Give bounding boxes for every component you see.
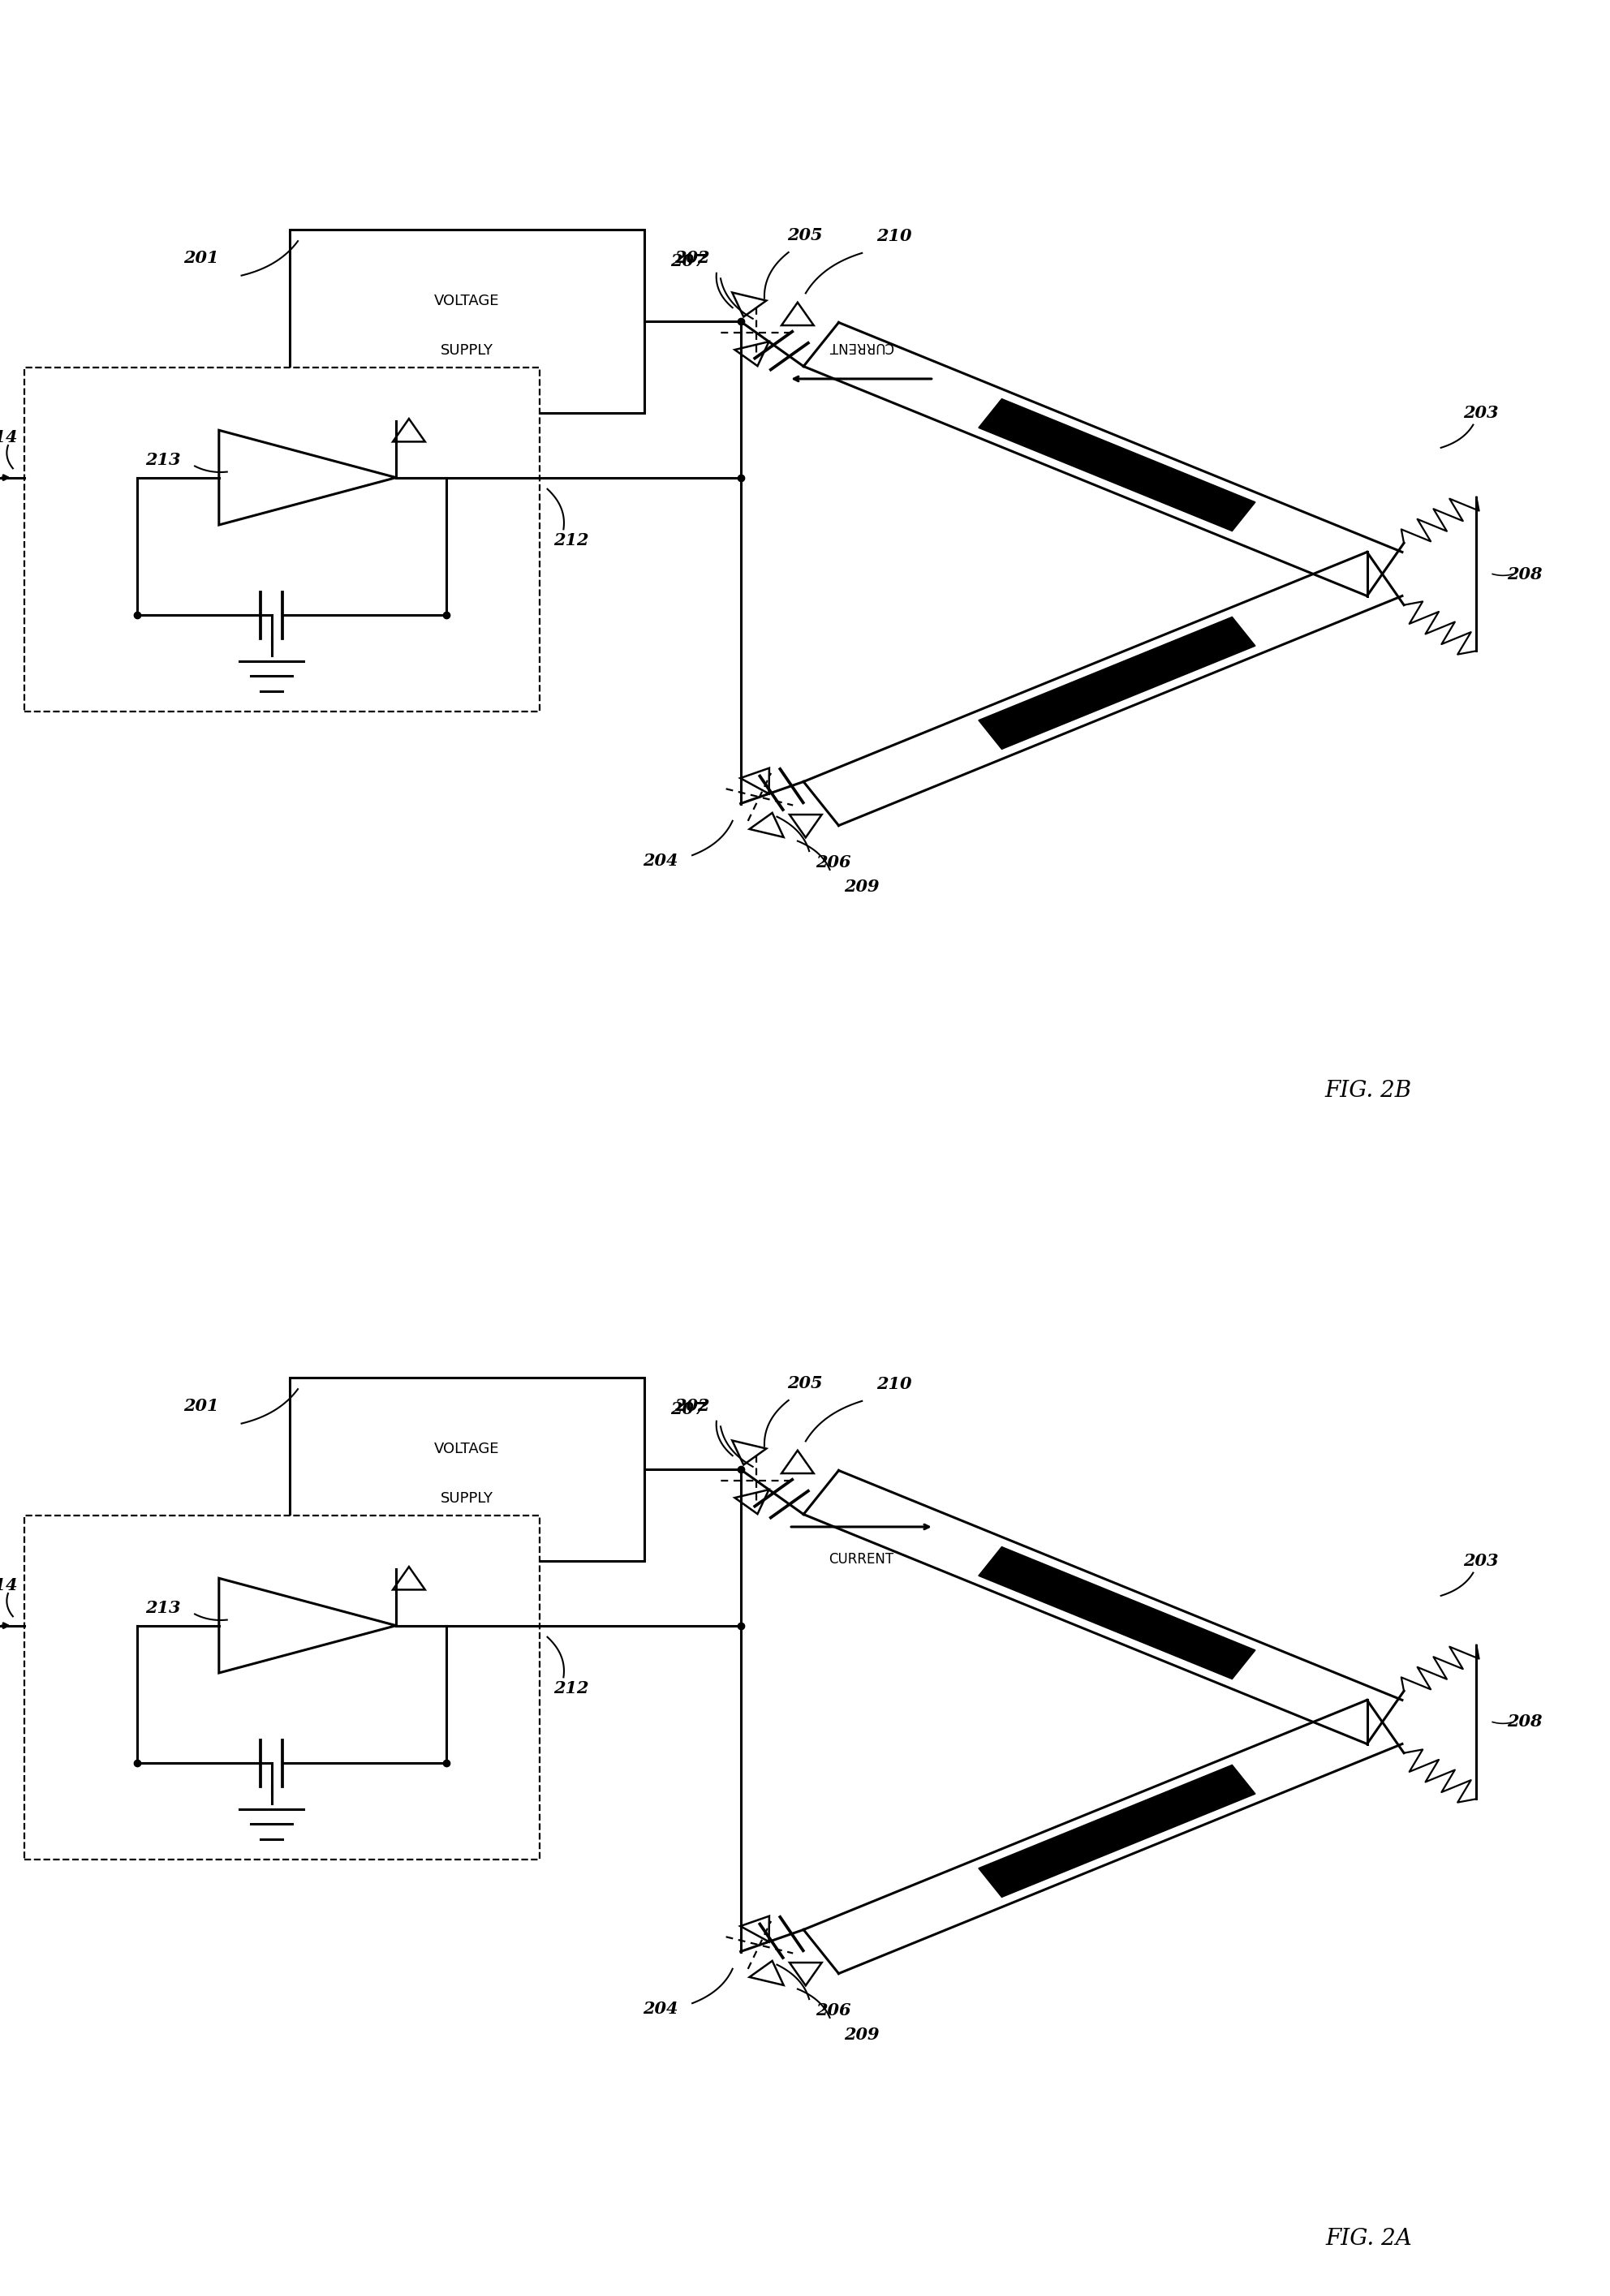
Text: 202: 202 bbox=[675, 250, 710, 266]
Text: 209: 209 bbox=[844, 2027, 879, 2043]
Text: 201: 201 bbox=[184, 1398, 219, 1414]
Polygon shape bbox=[979, 1548, 1256, 1678]
Text: 205: 205 bbox=[787, 227, 823, 243]
Polygon shape bbox=[979, 400, 1256, 530]
Text: CURRENT: CURRENT bbox=[829, 1552, 894, 1566]
Text: 214: 214 bbox=[0, 1577, 18, 1593]
Text: 207: 207 bbox=[671, 1401, 707, 1417]
Text: FIG. 2B: FIG. 2B bbox=[1325, 1079, 1412, 1102]
Text: 206: 206 bbox=[816, 854, 852, 870]
Text: VOLTAGE: VOLTAGE bbox=[435, 294, 499, 308]
Text: 214: 214 bbox=[0, 429, 18, 445]
Text: 213: 213 bbox=[145, 452, 180, 468]
Text: 204: 204 bbox=[642, 852, 678, 870]
Text: 212: 212 bbox=[554, 1681, 589, 1697]
Text: 207: 207 bbox=[671, 253, 707, 269]
Polygon shape bbox=[979, 1766, 1256, 1896]
Text: 205: 205 bbox=[787, 1375, 823, 1391]
Text: 208: 208 bbox=[1507, 1713, 1542, 1731]
FancyBboxPatch shape bbox=[24, 1515, 539, 1860]
Text: 210: 210 bbox=[876, 1375, 911, 1391]
Polygon shape bbox=[979, 618, 1256, 748]
Text: 203: 203 bbox=[1463, 404, 1499, 422]
FancyBboxPatch shape bbox=[290, 1378, 644, 1561]
Text: 208: 208 bbox=[1507, 565, 1542, 583]
Text: 209: 209 bbox=[844, 879, 879, 895]
FancyBboxPatch shape bbox=[290, 230, 644, 413]
Text: 202: 202 bbox=[675, 1398, 710, 1414]
Text: 212: 212 bbox=[554, 533, 589, 549]
Text: 201: 201 bbox=[184, 250, 219, 266]
Text: 213: 213 bbox=[145, 1600, 180, 1616]
Text: 203: 203 bbox=[1463, 1552, 1499, 1570]
Text: FIG. 2A: FIG. 2A bbox=[1325, 2227, 1412, 2250]
Text: CURRENT: CURRENT bbox=[829, 340, 894, 354]
Text: 206: 206 bbox=[816, 2002, 852, 2018]
FancyBboxPatch shape bbox=[24, 367, 539, 712]
Text: SUPPLY: SUPPLY bbox=[441, 1490, 493, 1506]
Text: SUPPLY: SUPPLY bbox=[441, 342, 493, 358]
Text: 204: 204 bbox=[642, 2000, 678, 2018]
Text: 210: 210 bbox=[876, 227, 911, 243]
Text: VOLTAGE: VOLTAGE bbox=[435, 1442, 499, 1456]
